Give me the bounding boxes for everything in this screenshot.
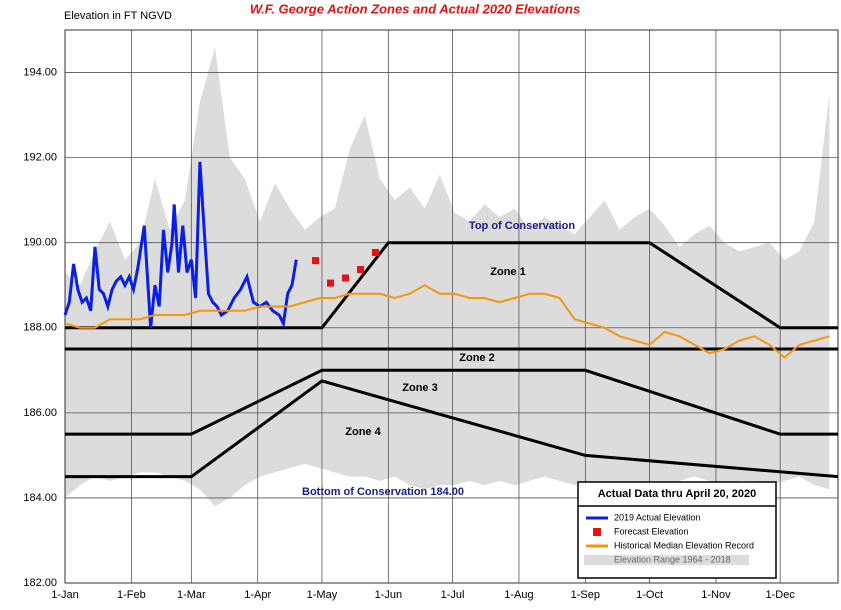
zone-label: Zone 3 bbox=[402, 382, 437, 394]
x-tick-label: 1-May bbox=[307, 589, 338, 601]
zone-line bbox=[65, 368, 838, 436]
x-tick-label: 1-Aug bbox=[504, 589, 533, 601]
y-tick-label: 188.00 bbox=[23, 322, 57, 334]
x-tick-label: 1-Jul bbox=[441, 589, 465, 601]
y-tick-label: 190.00 bbox=[23, 237, 57, 249]
series-line bbox=[64, 284, 830, 359]
forecast-point bbox=[342, 274, 350, 282]
series-line bbox=[63, 161, 298, 329]
range-area bbox=[65, 47, 830, 507]
zone-label: Zone 1 bbox=[490, 266, 525, 278]
x-tick-label: 1-Dec bbox=[766, 589, 796, 601]
legend-label: Forecast Elevation bbox=[614, 526, 689, 536]
forecast-point bbox=[356, 265, 364, 273]
x-tick-label: 1-Mar bbox=[177, 589, 206, 601]
x-tick-label: 1-Jan bbox=[51, 589, 79, 601]
zone-label: Bottom of Conservation 184.00 bbox=[302, 486, 464, 498]
legend-label: 2019 Actual Elevation bbox=[614, 512, 701, 522]
zone-label: Zone 4 bbox=[345, 426, 381, 438]
y-tick-label: 194.00 bbox=[23, 66, 57, 78]
legend-title: Actual Data thru April 20, 2020 bbox=[598, 488, 757, 500]
y-tick-label: 192.00 bbox=[23, 152, 57, 164]
x-tick-label: 1-Sep bbox=[571, 589, 600, 601]
plot-frame bbox=[64, 29, 839, 584]
forecast-point bbox=[371, 248, 379, 256]
chart-title: W.F. George Action Zones and Actual 2020… bbox=[250, 1, 580, 16]
legend-label: Historical Median Elevation Record bbox=[614, 540, 754, 550]
zone-line bbox=[65, 379, 839, 479]
y-tick-label: 186.00 bbox=[23, 407, 57, 419]
x-tick-label: 1-Feb bbox=[117, 589, 146, 601]
forecast-point bbox=[327, 279, 335, 287]
zone-label: Top of Conservation bbox=[469, 220, 575, 232]
y-axis-label: Elevation in FT NGVD bbox=[64, 10, 172, 22]
y-tick-label: 182.00 bbox=[23, 577, 57, 589]
legend-label: Elevation Range 1964 - 2018 bbox=[614, 554, 731, 564]
forecast-point bbox=[312, 257, 320, 265]
x-tick-label: 1-Apr bbox=[244, 589, 271, 601]
x-tick-label: 1-Nov bbox=[701, 589, 731, 601]
x-tick-label: 1-Oct bbox=[636, 589, 663, 601]
zone-label: Zone 2 bbox=[459, 352, 494, 364]
legend-swatch bbox=[593, 528, 601, 536]
y-tick-label: 184.00 bbox=[23, 492, 57, 504]
zone-line bbox=[65, 241, 838, 330]
legend-swatch bbox=[584, 555, 749, 565]
x-tick-label: 1-Jun bbox=[375, 589, 403, 601]
